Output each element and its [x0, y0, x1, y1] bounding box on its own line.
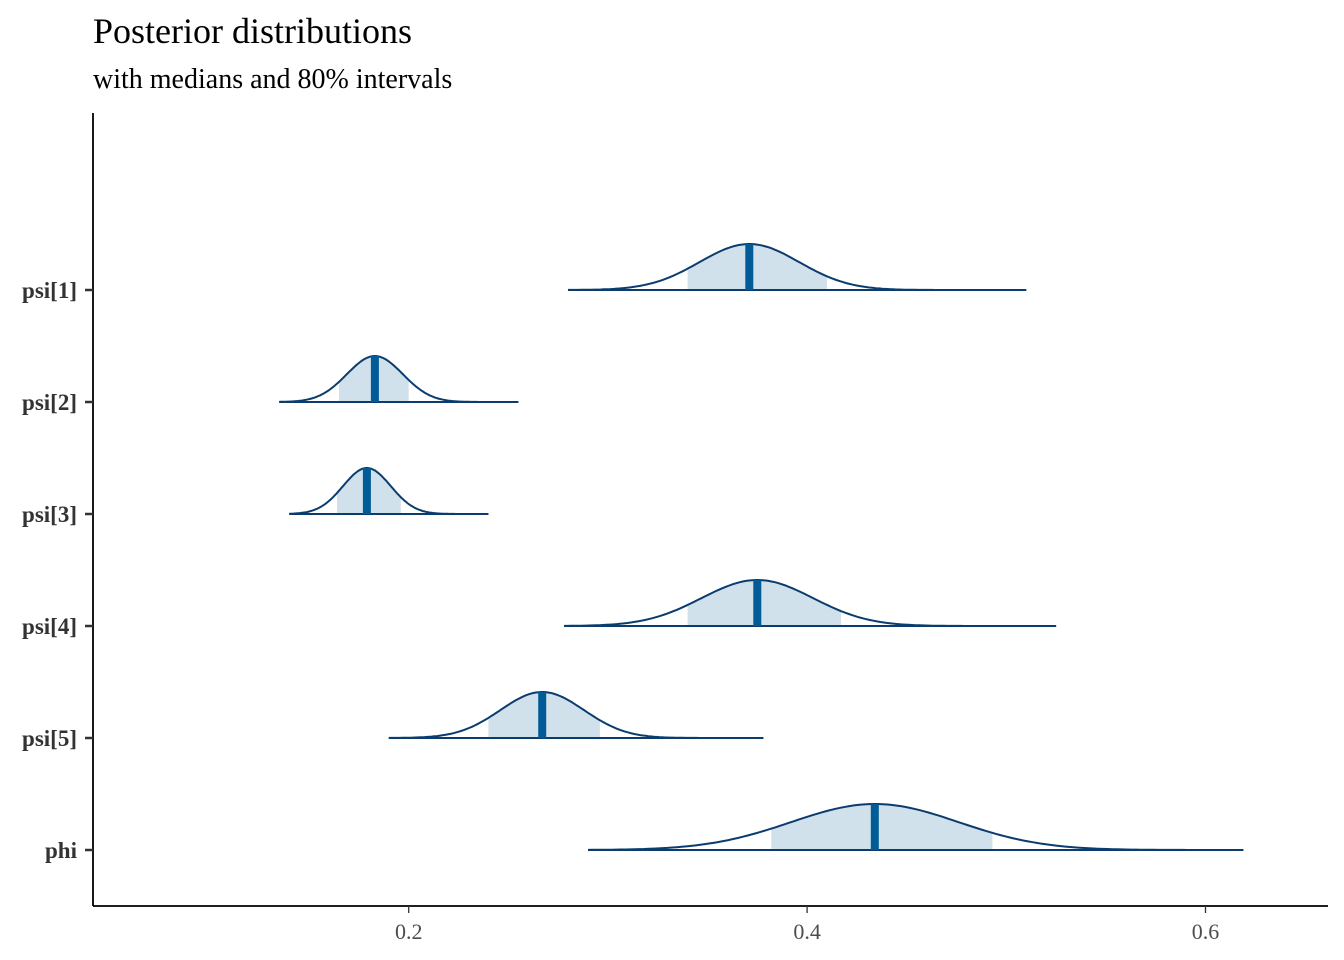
x-axis: 0.2 0.4 0.6 [395, 906, 1219, 944]
y-axis: psi[1] psi[2] psi[3] psi[4] psi[5] phi [22, 278, 93, 863]
y-tick-label-phi: phi [45, 838, 78, 863]
chart-title: Posterior distributions [93, 11, 412, 51]
interval-band-phi [771, 804, 993, 850]
y-tick-label-psi-3: psi[3] [22, 502, 77, 527]
x-tick-label-1: 0.4 [793, 919, 821, 944]
chart-subtitle: with medians and 80% intervals [93, 64, 452, 95]
x-tick-label-0: 0.2 [395, 919, 423, 944]
y-tick-label-psi-5: psi[5] [22, 726, 77, 751]
interval-band-psi-1 [687, 244, 827, 290]
y-tick-label-psi-4: psi[4] [22, 614, 77, 639]
interval-band-psi-4 [687, 580, 841, 626]
x-tick-label-2: 0.6 [1192, 919, 1220, 944]
y-tick-label-psi-2: psi[2] [22, 390, 77, 415]
y-tick-label-psi-1: psi[1] [22, 278, 77, 303]
density-group [279, 243, 1244, 851]
